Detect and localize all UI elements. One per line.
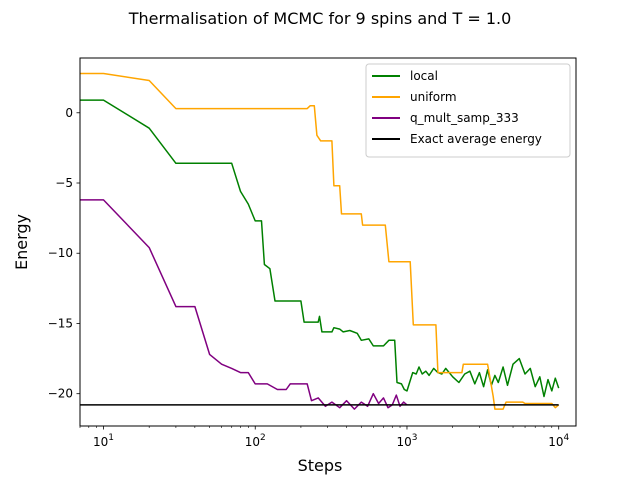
y-tick-label-1: −5 — [55, 176, 73, 190]
x-tick-label-2: 103 — [396, 433, 417, 449]
legend-label-2: q_mult_samp_333 — [410, 111, 519, 125]
legend-label-3: Exact average energy — [410, 132, 542, 146]
y-tick-label-4: −20 — [48, 387, 73, 401]
y-tick-label-0: 0 — [65, 106, 73, 120]
series-line-2 — [80, 199, 408, 410]
x-axis-label: Steps — [298, 456, 343, 475]
chart-title: Thermalisation of MCMC for 9 spins and T… — [128, 9, 512, 28]
legend-box — [365, 63, 571, 158]
legend: local uniform q_mult_samp_333 Exact average… — [365, 63, 571, 158]
y-tick-label-2: −10 — [48, 246, 73, 260]
x-tick-label-0: 101 — [93, 433, 114, 449]
ticks-layer: 101 102 103 104 0 −5 −10 −15 −20 — [48, 106, 570, 449]
y-axis-label: Energy — [12, 214, 31, 270]
legend-label-0: local — [410, 69, 438, 83]
x-tick-label-3: 104 — [548, 433, 569, 449]
x-tick-label-1: 102 — [245, 433, 266, 449]
series-layer — [80, 72, 560, 410]
plot-frame — [79, 57, 577, 427]
y-tick-label-3: −15 — [48, 316, 73, 330]
legend-label-1: uniform — [410, 90, 457, 104]
series-line-0 — [80, 99, 560, 398]
